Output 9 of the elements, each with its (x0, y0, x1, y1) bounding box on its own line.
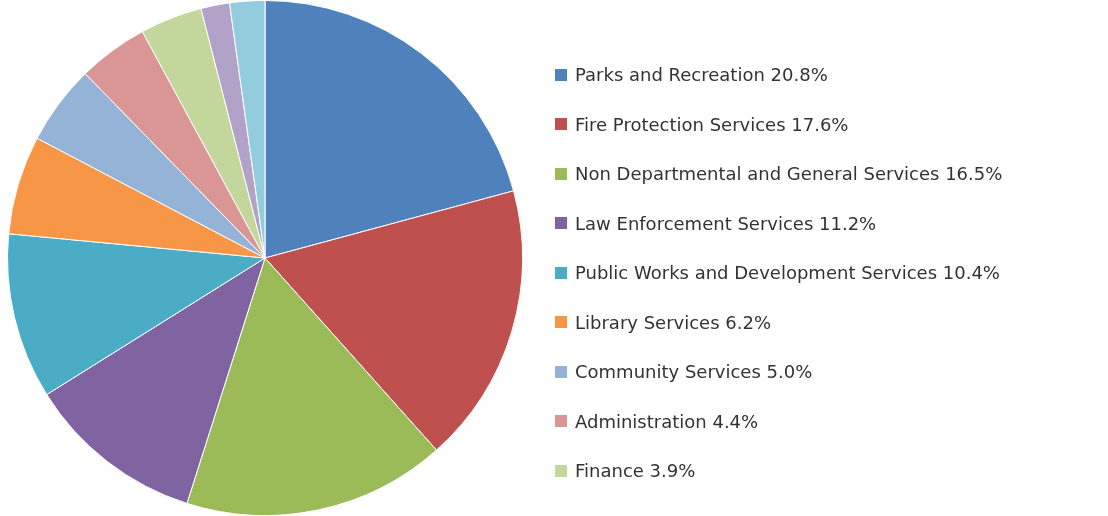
legend-label: Non Departmental and General Services 16.5% (575, 163, 1003, 185)
legend-label: Fire Protection Services 17.6% (575, 113, 849, 135)
legend-label: Parks and Recreation 20.8% (575, 64, 828, 86)
legend-label: Public Works and Development Services 10.4% (575, 262, 1000, 284)
legend-label: Law Enforcement Services 11.2% (575, 212, 877, 234)
legend-label: Library Services 6.2% (575, 311, 772, 333)
legend-label: Community Services 5.0% (575, 361, 813, 383)
legend-label: Finance 3.9% (575, 460, 696, 482)
legend-label: Administration 4.4% (575, 410, 759, 432)
